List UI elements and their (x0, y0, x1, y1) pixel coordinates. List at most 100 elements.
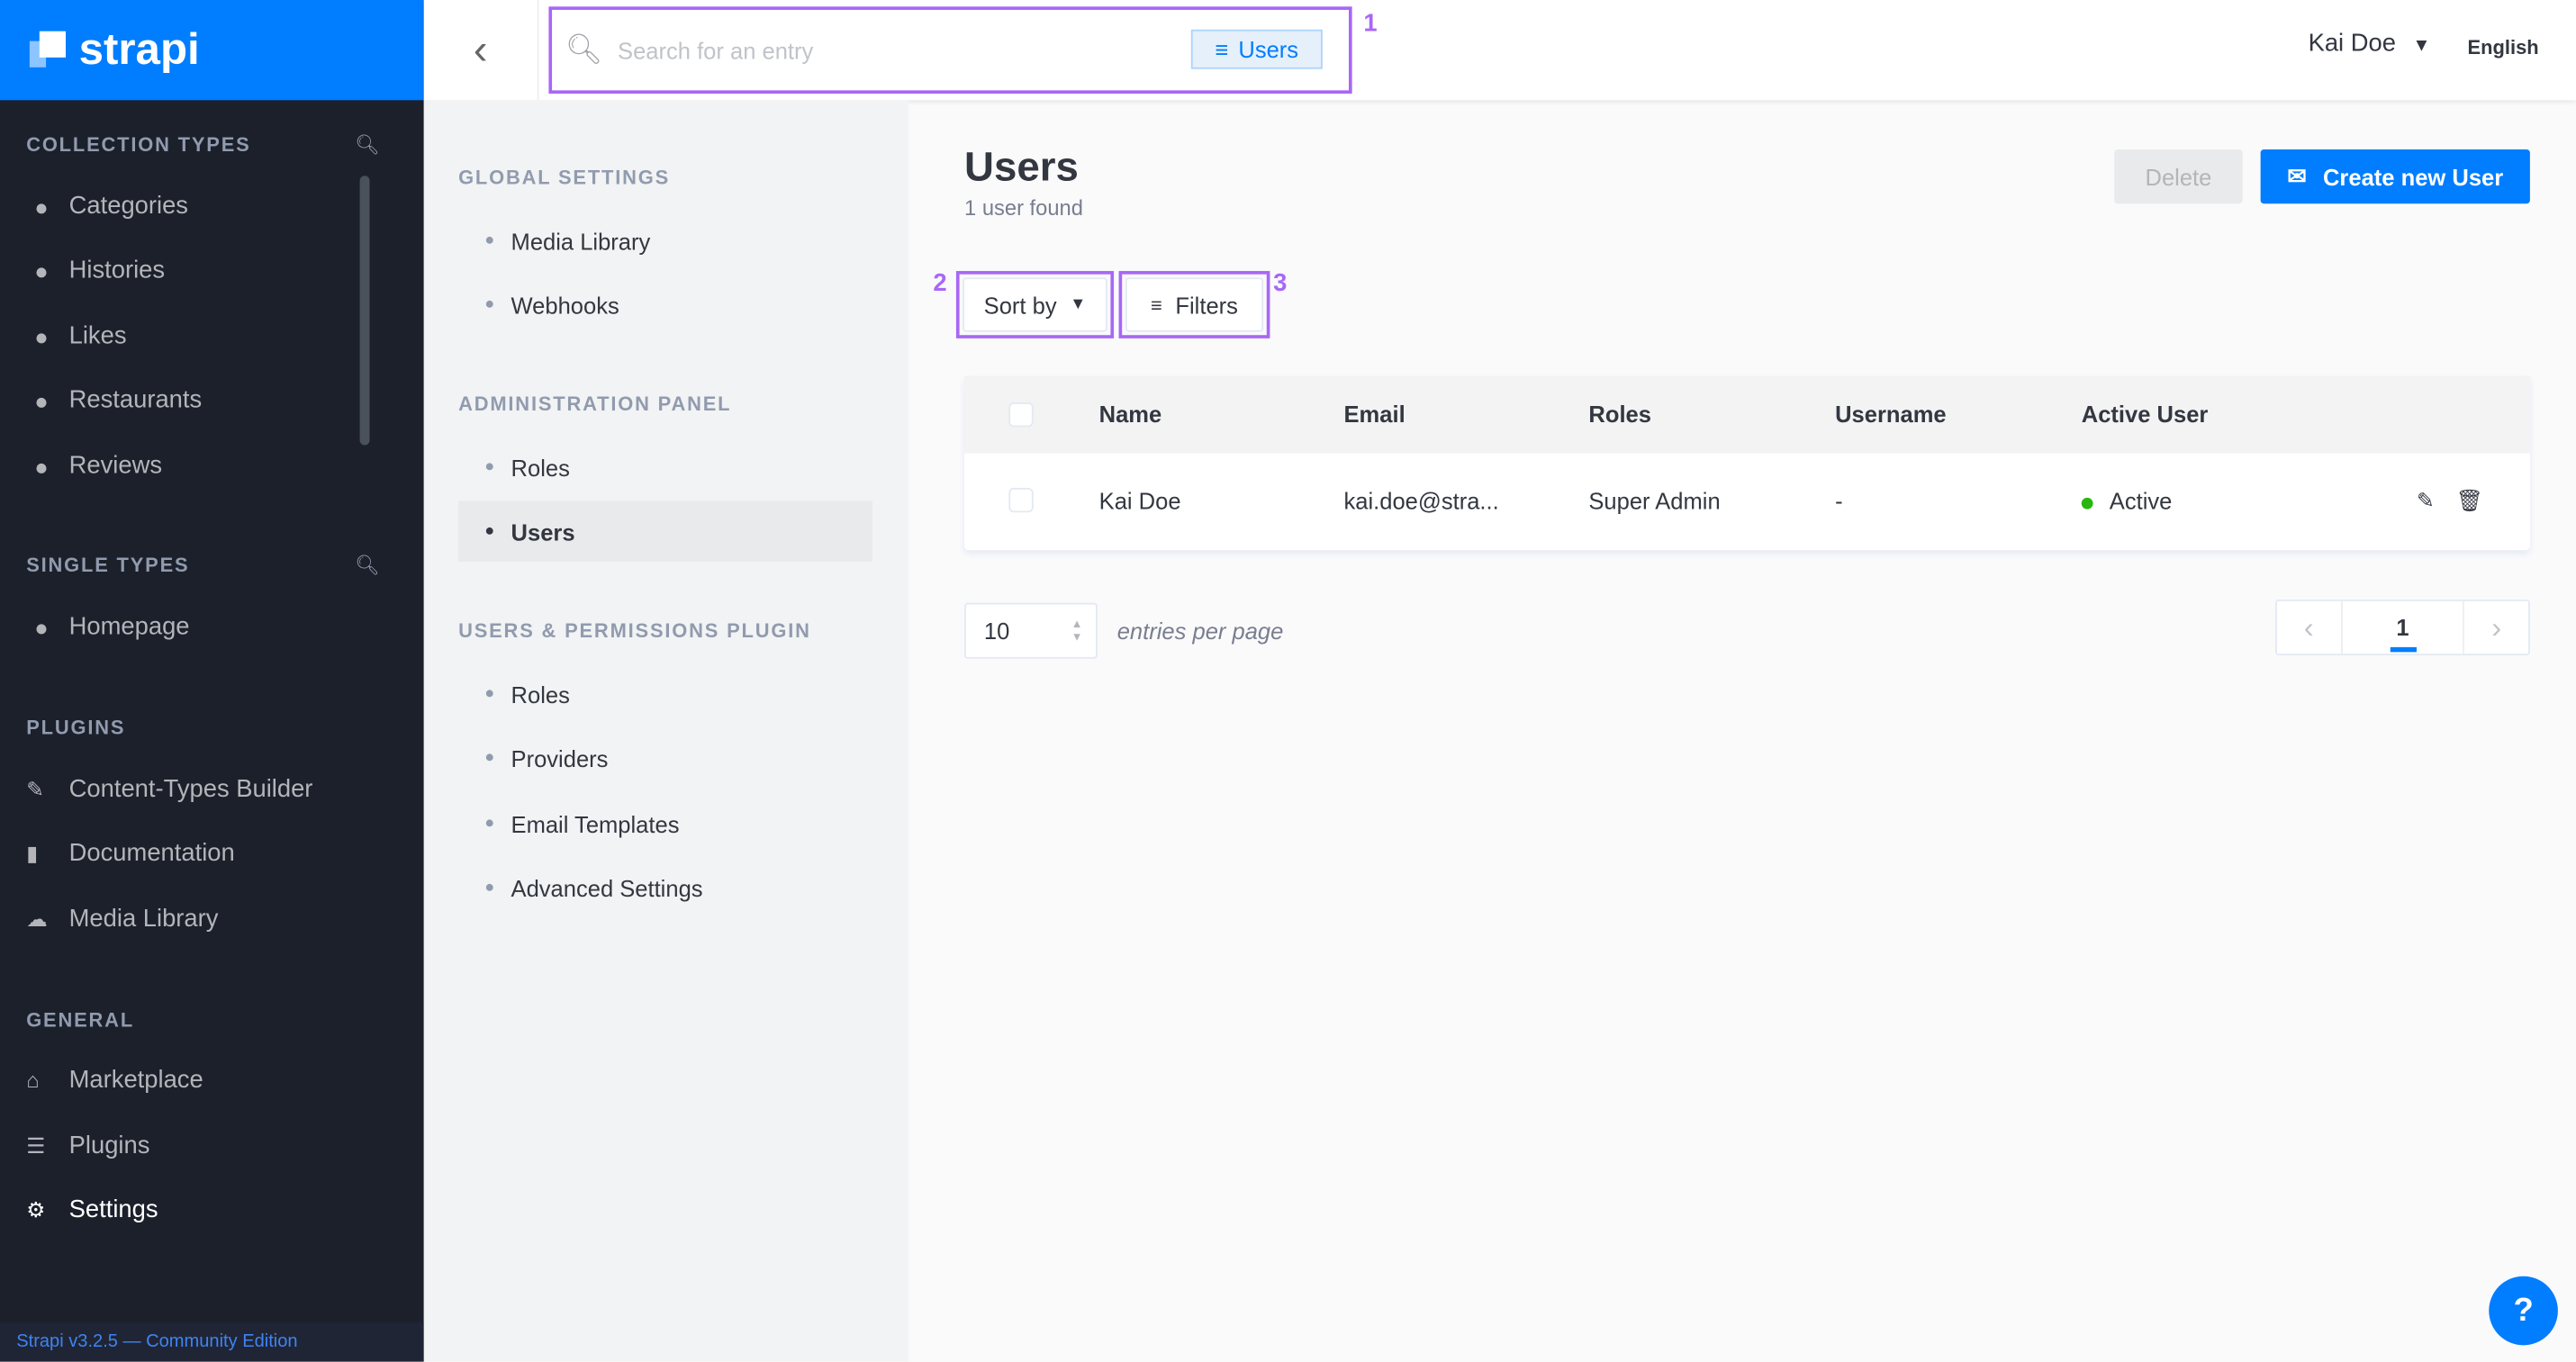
page-number: 1 (2396, 614, 2409, 641)
label: Media Library (511, 227, 651, 254)
settings-item-webhooks[interactable]: ● Webhooks (458, 275, 872, 336)
settings-item-media-library[interactable]: ● Media Library (458, 211, 872, 272)
general-title: GENERAL (26, 1008, 135, 1032)
label: Restaurants (68, 385, 203, 414)
column-username[interactable]: Username (1835, 401, 1947, 428)
user-menu[interactable]: Kai Doe ▼ (2309, 30, 2431, 58)
sidebar: strapi COLLECTION TYPES 🔍︎ ● Categories ●… (0, 0, 424, 1362)
label: Media Library (68, 905, 219, 934)
label: Sort by (983, 291, 1057, 319)
bullet-icon: ● (34, 257, 49, 284)
settings-item-roles[interactable]: ● Roles (458, 437, 872, 498)
envelope-icon: ✉ (2287, 162, 2307, 189)
cell-roles: Super Admin (1588, 487, 1721, 515)
column-name[interactable]: Name (1098, 401, 1162, 428)
settings-item-advanced-settings[interactable]: ● Advanced Settings (458, 857, 872, 918)
sidebar-scrollbar[interactable] (359, 176, 370, 446)
bullet-icon: ● (34, 452, 49, 479)
sidebar-item-marketplace[interactable]: ⌂ Marketplace (26, 1066, 203, 1094)
settings-item-providers[interactable]: ● Providers (458, 727, 872, 789)
label: Filters (1175, 291, 1238, 319)
create-new-user-button[interactable]: ✉ Create new User (2260, 149, 2530, 204)
edit-pencil-icon[interactable]: ✎ (2416, 487, 2435, 513)
marker-3: 3 (1273, 269, 1288, 298)
label: Marketplace (68, 1066, 203, 1095)
strapi-logo[interactable]: strapi (0, 0, 424, 101)
users-permissions-title: USERS & PERMISSIONS PLUGIN (458, 618, 811, 643)
collection-types-title: COLLECTION TYPES (26, 132, 251, 157)
cloud-upload-icon: ☁ (26, 906, 48, 931)
entries-per-page-label: entries per page (1116, 618, 1284, 645)
label: Histories (68, 256, 166, 284)
language-selector[interactable]: English (2467, 36, 2539, 59)
sidebar-item-plugins[interactable]: ☰ Plugins (26, 1132, 149, 1159)
sidebar-item-documentation[interactable]: ▮ Documentation (26, 839, 235, 867)
sidebar-item-restaurants[interactable]: ● Restaurants (26, 386, 202, 414)
delete-button[interactable]: Delete (2114, 149, 2243, 204)
list-icon: ☰ (26, 1132, 46, 1158)
page-subtitle: 1 user found (964, 195, 1083, 221)
label: Homepage (68, 612, 190, 641)
sidebar-item-categories[interactable]: ● Categories (26, 192, 188, 220)
highlight-box-2 (955, 271, 1115, 338)
table-header: Name Email Roles Username Active User (964, 375, 2530, 454)
bullet-icon: ● (484, 522, 495, 541)
label: Providers (511, 744, 609, 771)
page-1-button[interactable]: 1 (2342, 601, 2463, 654)
select-all-checkbox[interactable] (1008, 402, 1034, 428)
sidebar-item-reviews[interactable]: ● Reviews (26, 452, 162, 480)
label: Advanced Settings (511, 874, 703, 901)
version-footer[interactable]: Strapi v3.2.5 — Community Edition (0, 1321, 424, 1362)
next-page-button[interactable]: › (2463, 600, 2529, 654)
filter-icon: ≡ (1150, 293, 1162, 317)
bullet-icon: ● (484, 295, 495, 314)
marker-2: 2 (933, 269, 947, 298)
column-roles[interactable]: Roles (1588, 401, 1651, 428)
label: Email Templates (511, 810, 680, 837)
status-dot-icon (2081, 497, 2093, 510)
bullet-icon: ● (484, 231, 495, 250)
search-input[interactable] (618, 37, 1177, 64)
cell-username: - (1835, 487, 1843, 515)
marker-1: 1 (1363, 9, 1378, 38)
settings-item-users[interactable]: ● Users (458, 501, 872, 563)
sidebar-item-media-library[interactable]: ☁ Media Library (26, 905, 218, 933)
search-icon[interactable]: 🔍︎ (355, 553, 380, 577)
sidebar-item-settings[interactable]: ⚙ Settings (26, 1195, 158, 1223)
basket-icon: ⌂ (26, 1067, 40, 1093)
value: 10 (983, 618, 1010, 645)
caret-down-icon: ▼ (2412, 36, 2431, 57)
bullet-icon: ● (484, 684, 495, 703)
pagination: ‹ 1 › (2275, 599, 2530, 656)
sort-by-button[interactable]: Sort by ▼ (963, 277, 1107, 332)
sidebar-item-histories[interactable]: ● Histories (26, 257, 165, 284)
chip-label: Users (1238, 36, 1299, 63)
single-types-title: SINGLE TYPES (26, 553, 190, 577)
trash-icon[interactable]: 🗑︎ (2455, 487, 2483, 513)
help-button[interactable]: ? (2489, 1276, 2558, 1346)
previous-page-button[interactable]: ‹ (2277, 600, 2343, 654)
settings-item-email-templates[interactable]: ● Email Templates (458, 793, 872, 854)
label: Users (511, 518, 575, 545)
back-chevron-icon[interactable]: ‹ (424, 0, 539, 101)
cell-active: Active (2081, 488, 2172, 514)
global-settings-title: GLOBAL SETTINGS (458, 166, 671, 189)
entries-per-page-select[interactable]: 10 ▲ ▼ (964, 602, 1098, 659)
search-filter-chip[interactable]: ≡ Users (1190, 29, 1323, 69)
sidebar-item-likes[interactable]: ● Likes (26, 322, 126, 350)
admin-panel-title: ADMINISTRATION PANEL (458, 392, 732, 416)
search-icon[interactable]: 🔍︎ (355, 132, 380, 157)
sidebar-item-content-types-builder[interactable]: ✎ Content-Types Builder (26, 775, 312, 803)
bullet-icon: ● (484, 815, 495, 834)
column-email[interactable]: Email (1343, 401, 1406, 428)
search-bar[interactable]: 🔍︎ ≡ Users (548, 6, 1352, 95)
sidebar-item-homepage[interactable]: ● Homepage (26, 613, 189, 641)
top-header: ‹ 🔍︎ ≡ Users 1 Kai Doe ▼ English (423, 0, 2576, 101)
current-page-indicator (2389, 646, 2417, 653)
column-active-user[interactable]: Active User (2081, 401, 2209, 428)
row-checkbox[interactable] (1008, 487, 1034, 513)
filters-button[interactable]: ≡ Filters (1125, 277, 1264, 332)
bullet-icon: ● (34, 613, 49, 640)
settings-item-up-roles[interactable]: ● Roles (458, 663, 872, 725)
plugins-title: PLUGINS (26, 716, 126, 740)
